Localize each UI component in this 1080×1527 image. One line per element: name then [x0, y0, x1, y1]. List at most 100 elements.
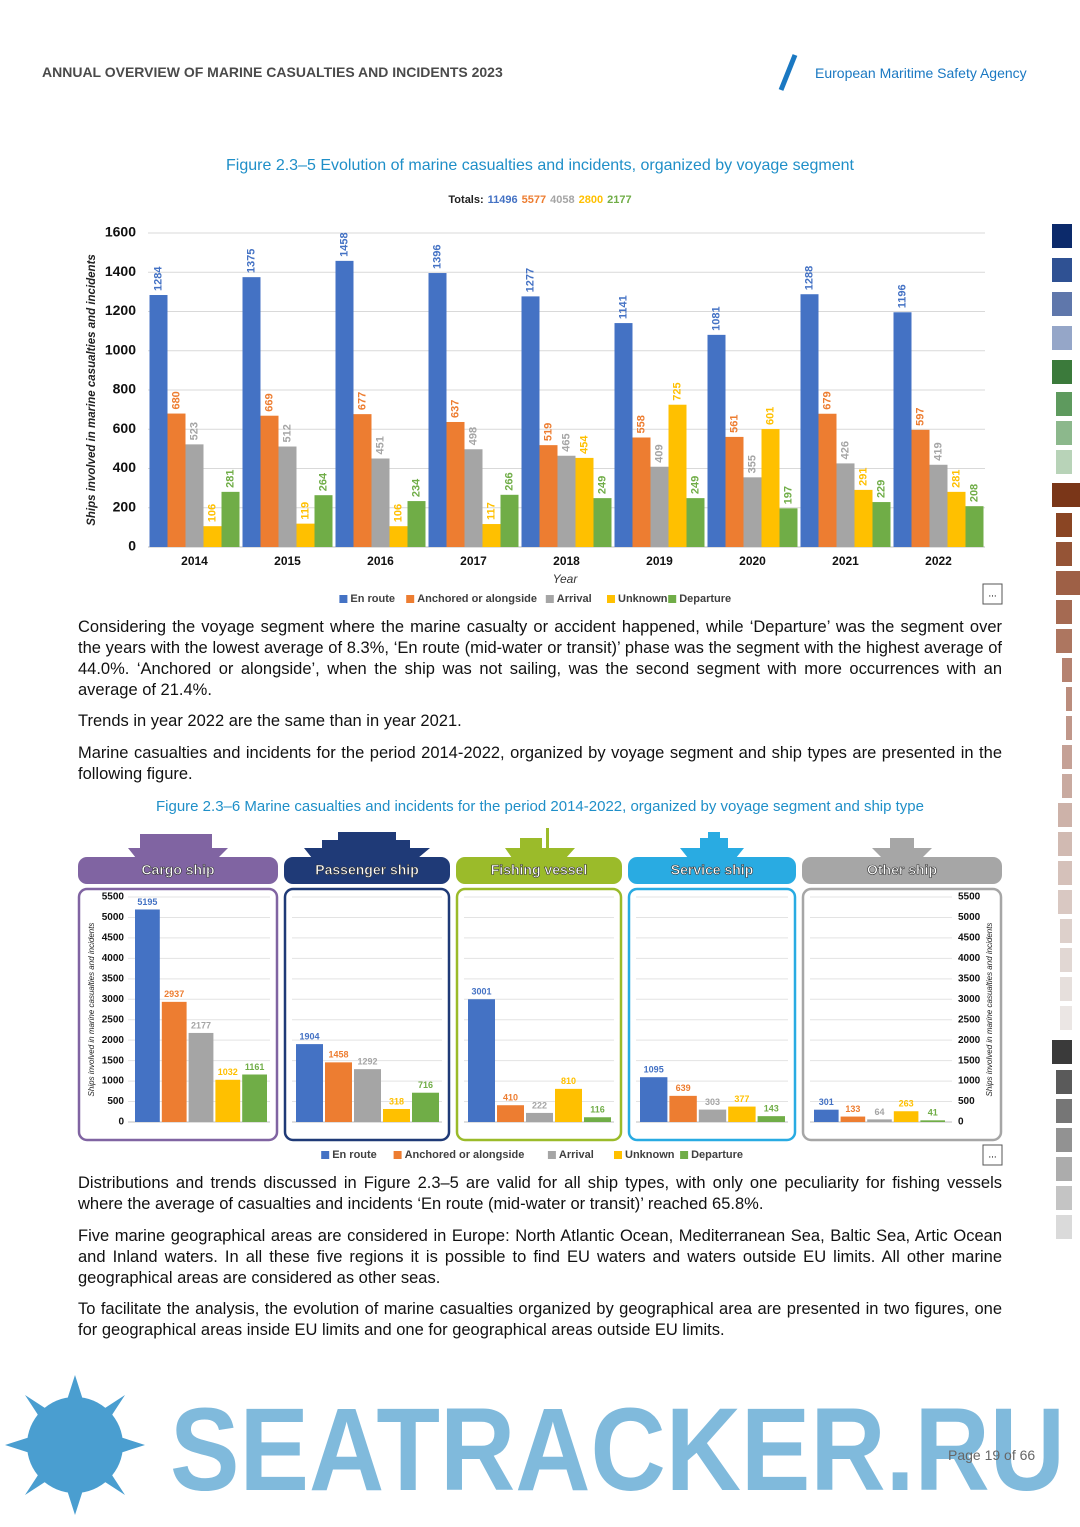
data-label: 1161	[245, 1062, 265, 1072]
legend-label: Unknown	[625, 1149, 675, 1161]
bar	[920, 1120, 945, 1122]
bar	[242, 1074, 267, 1122]
total-value: 11496	[488, 194, 518, 206]
y-tick-label: 5000	[102, 912, 125, 923]
legend-label: En route	[332, 1149, 377, 1161]
bar	[500, 494, 519, 547]
bar	[728, 1106, 756, 1122]
panel-box	[627, 887, 797, 1142]
bar	[947, 491, 966, 547]
bar	[814, 1109, 839, 1122]
bar	[521, 296, 540, 547]
y-axis-title: Ships involved in marine casualties and …	[87, 923, 96, 1097]
bar	[836, 463, 855, 547]
y-axis-title: Ships involved in marine casualties and …	[86, 254, 98, 526]
data-label: 1095	[644, 1065, 664, 1075]
data-label: 133	[845, 1104, 860, 1114]
data-label: 116	[590, 1105, 605, 1115]
y-tick-label: 3500	[102, 973, 125, 984]
data-label: 249	[689, 476, 701, 494]
data-label: 1277	[524, 268, 536, 292]
panel-header	[628, 857, 796, 884]
data-label: 1292	[357, 1057, 377, 1067]
bar	[412, 1092, 439, 1122]
bar	[446, 421, 465, 547]
data-label: 810	[561, 1076, 576, 1086]
legend-swatch	[607, 595, 615, 603]
panel-header	[78, 857, 278, 884]
data-label: 222	[532, 1100, 547, 1110]
y2-tick-label: 2000	[958, 1035, 981, 1046]
panel-box	[77, 887, 279, 1142]
data-label: 281	[224, 469, 236, 487]
data-label: 426	[839, 441, 851, 459]
total-value: 2177	[607, 194, 631, 206]
figure-title: Figure 2.3–5 Evolution of marine casualt…	[226, 157, 854, 174]
data-label: 669	[263, 393, 275, 411]
legend-label: En route	[350, 593, 395, 605]
data-label: 1284	[152, 266, 164, 291]
bar	[854, 489, 873, 547]
bar	[818, 413, 837, 547]
data-label: 119	[299, 502, 311, 520]
data-label: 2177	[191, 1020, 211, 1030]
figure-menu-box[interactable]	[982, 583, 1003, 605]
figure-menu-box[interactable]	[982, 1144, 1003, 1166]
data-label: 208	[968, 484, 980, 502]
panel-title: Service ship	[671, 862, 754, 878]
bar	[203, 526, 222, 547]
figure-menu[interactable]: ...	[988, 589, 996, 600]
legend-swatch	[321, 1151, 330, 1159]
paragraph: Marine casualties and incidents for the …	[78, 744, 1002, 783]
data-label: 106	[206, 504, 218, 522]
data-label: 1196	[896, 284, 908, 308]
panel-header	[284, 857, 450, 884]
y-tick-label: 400	[113, 459, 137, 475]
legend-label: Arrival	[557, 593, 592, 605]
data-label: 377	[734, 1094, 749, 1104]
bar	[761, 429, 780, 547]
data-label: 1081	[710, 306, 722, 330]
y2-tick-label: 2500	[958, 1014, 981, 1025]
panel-title: Fishing vessel	[491, 862, 587, 878]
bar	[161, 1001, 187, 1122]
panel-header	[456, 857, 622, 884]
y-tick-label: 200	[113, 498, 137, 514]
data-label: 197	[782, 486, 794, 504]
data-label: 680	[170, 391, 182, 409]
x-tick-label: 2015	[274, 554, 301, 568]
y-tick-label: 5500	[102, 892, 125, 903]
y2-tick-label: 500	[958, 1096, 975, 1107]
legend-swatch	[406, 595, 415, 603]
x-tick-label: 2014	[181, 554, 208, 568]
logo-slash	[778, 54, 798, 91]
figure-menu[interactable]: ...	[988, 1150, 996, 1161]
data-label: 601	[764, 407, 776, 425]
data-label: 5195	[137, 897, 157, 907]
bar	[779, 508, 798, 547]
y2-tick-label: 1000	[958, 1076, 981, 1087]
bar	[354, 1069, 381, 1122]
y-tick-label: 500	[107, 1096, 124, 1107]
bar	[929, 464, 948, 547]
data-label: 1458	[338, 232, 350, 256]
bar	[555, 1088, 582, 1122]
bar	[911, 429, 930, 547]
x-tick-label: 2016	[367, 554, 394, 568]
bar	[650, 466, 669, 547]
data-label: 266	[503, 472, 515, 490]
data-label: 143	[764, 1104, 779, 1114]
total-value: 4058	[550, 194, 574, 206]
bar	[296, 523, 315, 547]
panel-title: Other ship	[867, 862, 937, 878]
bar	[640, 1077, 668, 1122]
panel-box	[283, 887, 451, 1142]
paragraph: Trends in year 2022 are the same than in…	[78, 712, 462, 730]
side-swatches	[1052, 224, 1080, 1239]
legend-label: Unknown	[618, 593, 668, 605]
y-tick-label: 600	[113, 420, 137, 436]
data-label: 263	[899, 1099, 914, 1109]
y2-tick-label: 3000	[958, 994, 981, 1005]
x-tick-label: 2017	[460, 554, 487, 568]
